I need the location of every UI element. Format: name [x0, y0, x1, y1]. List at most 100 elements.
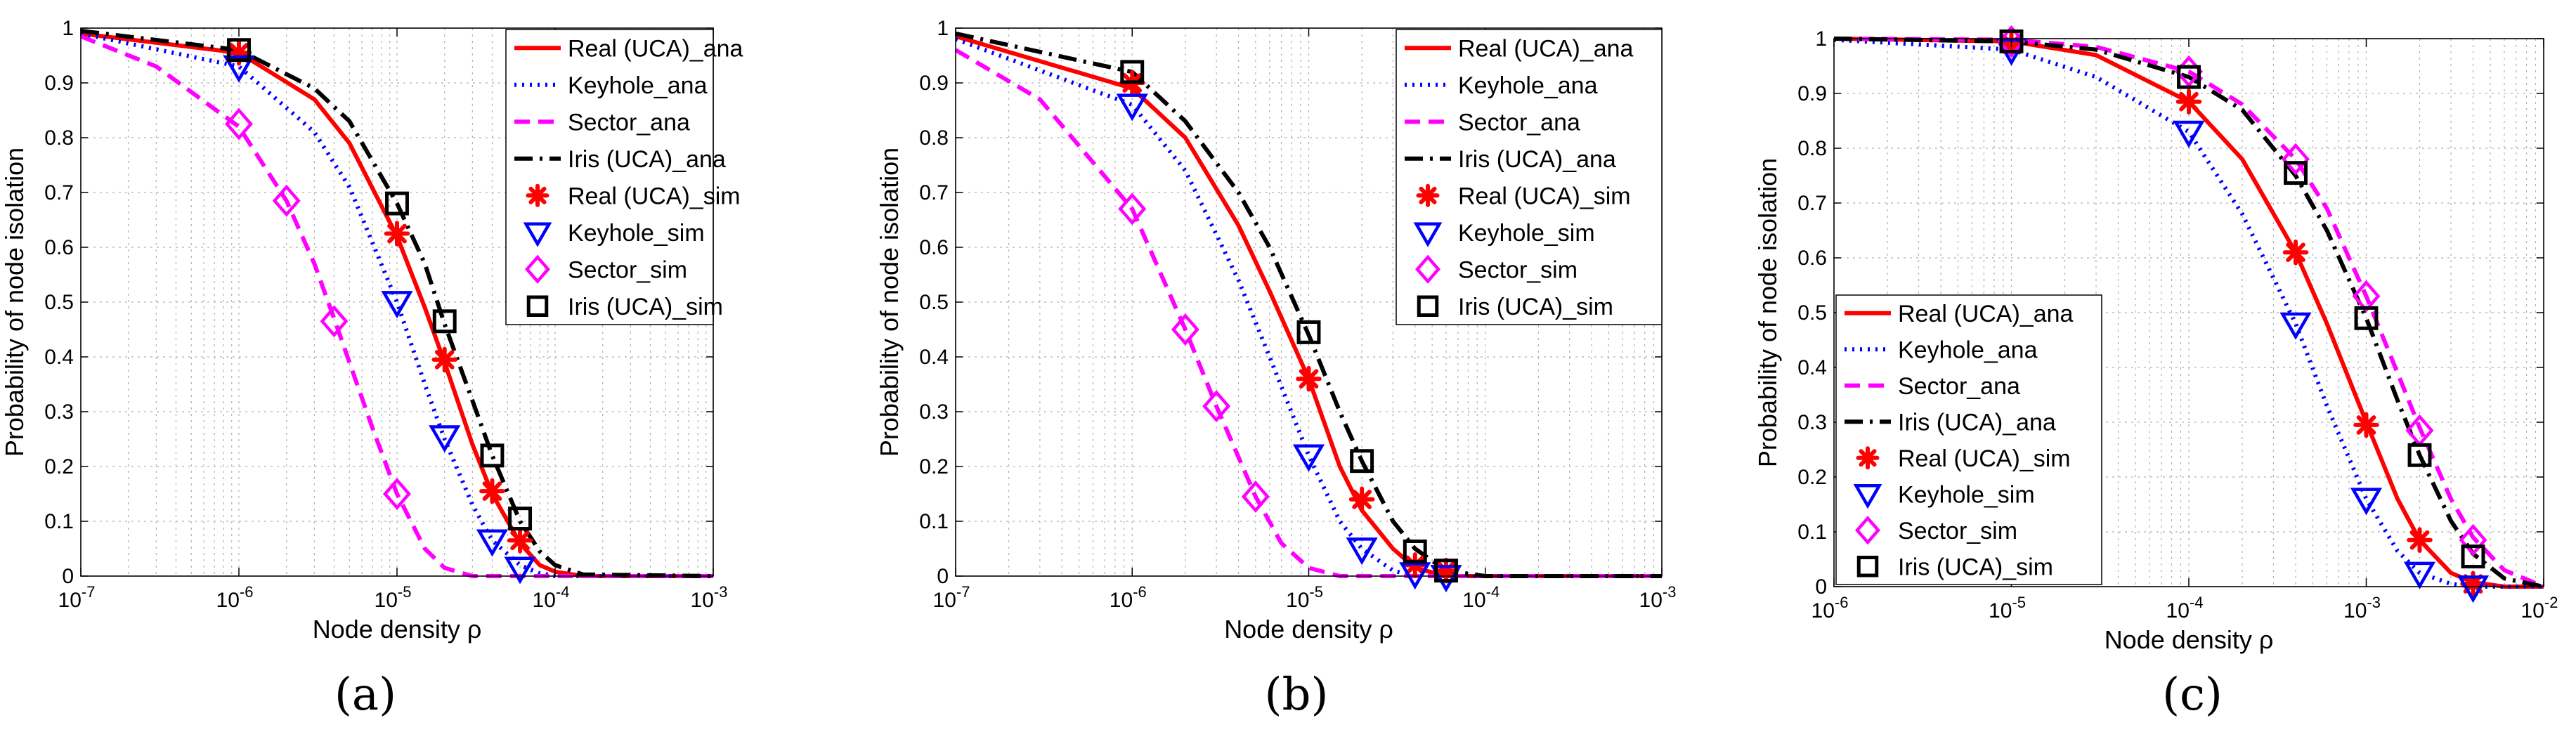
legend-marker: [526, 295, 549, 317]
y-tick-label: 0.6: [44, 236, 74, 259]
caption-c: (c): [2162, 669, 2223, 721]
y-tick-label: 0.3: [1797, 411, 1827, 434]
data-point: [223, 55, 255, 83]
data-point: [2407, 527, 2433, 553]
legend: Real (UCA)_ana Keyhole_ana Sector_ana Iris …: [1835, 294, 2102, 585]
y-tick-label: 0.4: [1797, 356, 1827, 379]
legend-label: Sector_ana: [568, 109, 690, 136]
data-point: [1403, 539, 1427, 563]
data-point: [2353, 412, 2379, 438]
series-markers-6: [225, 107, 411, 510]
data-point: [1202, 390, 1231, 423]
y-tick-label: 0.9: [44, 72, 74, 95]
data-point: [1430, 565, 1462, 593]
legend-box: [1835, 294, 2102, 585]
y-tick-label: 1: [62, 17, 74, 40]
data-point: [385, 191, 409, 216]
x-tick-label: 10-5: [1286, 583, 1323, 612]
legend-label: Iris (UCA)_ana: [1458, 146, 1616, 173]
data-point: [431, 346, 458, 373]
data-point: [1346, 537, 1378, 566]
data-point: [479, 478, 505, 504]
legend-marker: [1856, 556, 1879, 577]
data-point: [429, 425, 461, 453]
series-markers-4: [226, 39, 533, 554]
y-tick-label: 0.3: [44, 400, 74, 424]
y-tick-label: 0: [937, 565, 949, 588]
data-point: [508, 507, 533, 531]
data-point: [383, 478, 411, 510]
caption-b: (b): [1265, 669, 1329, 721]
legend-label: Sector_ana: [1898, 373, 2020, 400]
data-point: [1399, 562, 1431, 590]
y-tick-label: 0.1: [919, 510, 949, 533]
series-line-3: [81, 28, 714, 578]
series-group: [81, 28, 714, 578]
legend-label: Sector_sim: [1458, 256, 1578, 283]
legend-label: Sector_sim: [1898, 518, 2017, 544]
data-point: [476, 529, 509, 557]
series-markers-7: [227, 38, 533, 531]
legend-label: Real (UCA)_ana: [568, 35, 743, 62]
y-tick-label: 0.9: [919, 72, 949, 95]
data-point: [381, 291, 413, 319]
y-tick-label: 0: [62, 565, 74, 588]
series-markers-6: [1118, 192, 1270, 513]
series-markers-5: [223, 55, 536, 585]
legend-label: Real (UCA)_ana: [1458, 35, 1634, 62]
axes-ticks: 0 0.1 0.2 0.3 0.4 0.5 0.6 0.7 0.8 0.9 1 10-7 10-6 10-…: [44, 17, 727, 612]
data-point: [2461, 544, 2485, 569]
x-tick-label: 10-3: [2343, 594, 2381, 622]
axes-ticks: 0 0.1 0.2 0.3 0.4 0.5 0.6 0.7 0.8 0.9 1 10-6 10-5 10-…: [1797, 27, 2558, 622]
data-point: [2403, 561, 2436, 589]
series-line-2: [81, 34, 713, 578]
data-point: [432, 309, 457, 334]
data-point: [504, 556, 536, 585]
data-point: [272, 184, 301, 217]
data-point: [1118, 192, 1147, 226]
legend-label: Keyhole_sim: [1458, 220, 1595, 247]
x-tick-label: 10-4: [533, 583, 570, 612]
data-point: [384, 221, 410, 247]
y-tick-label: 0.7: [1797, 192, 1827, 215]
data-point: [1433, 557, 1459, 584]
series-markers-7: [1999, 29, 2485, 569]
y-tick-label: 0.7: [44, 181, 74, 204]
legend-marker: [526, 183, 549, 207]
x-tick-label: 10-7: [58, 583, 96, 612]
legend-box: [505, 29, 714, 325]
data-point: [2173, 120, 2205, 148]
legend: Real (UCA)_ana Keyhole_ana Sector_ana Iris …: [1396, 29, 1663, 325]
legend-label: Keyhole_ana: [1898, 337, 2038, 363]
data-point: [2177, 65, 2201, 89]
legend-label: Real (UCA)_sim: [1458, 183, 1631, 209]
data-point: [226, 39, 252, 66]
x-tick-label: 10-5: [375, 583, 412, 612]
y-tick-label: 0.6: [1797, 247, 1827, 270]
x-tick-label: 10-3: [691, 583, 728, 612]
legend-marker: [525, 254, 550, 284]
y-tick-label: 0.2: [44, 455, 74, 478]
x-tick-label: 10-6: [1811, 594, 1849, 622]
chart-c: 0 0.1 0.2 0.3 0.4 0.5 0.6 0.7 0.8 0.9 1 10-6 10-5 10-…: [1753, 25, 2558, 721]
legend-marker: [1413, 222, 1443, 247]
legend-marker: [1855, 516, 1880, 545]
data-point: [1434, 559, 1458, 583]
data-point: [1999, 29, 2024, 53]
legend-label: Sector_sim: [568, 256, 687, 283]
data-point: [2352, 280, 2381, 313]
x-axis-label: Node density ρ: [1224, 615, 1393, 644]
series-line-1: [81, 31, 713, 578]
y-tick-label: 1: [1815, 27, 1827, 51]
legend-label: Iris (UCA)_ana: [568, 146, 726, 173]
data-point: [480, 443, 505, 468]
legend-marker: [1415, 254, 1440, 284]
legend-marker: [1417, 295, 1439, 317]
data-point: [1292, 444, 1325, 472]
y-tick-label: 0.4: [44, 346, 74, 369]
data-point: [1350, 449, 1374, 474]
x-axis-label: Node density ρ: [313, 615, 482, 644]
x-tick-label: 10-2: [2521, 594, 2558, 622]
legend: Real (UCA)_ana Keyhole_ana Sector_ana Iris …: [505, 29, 743, 325]
